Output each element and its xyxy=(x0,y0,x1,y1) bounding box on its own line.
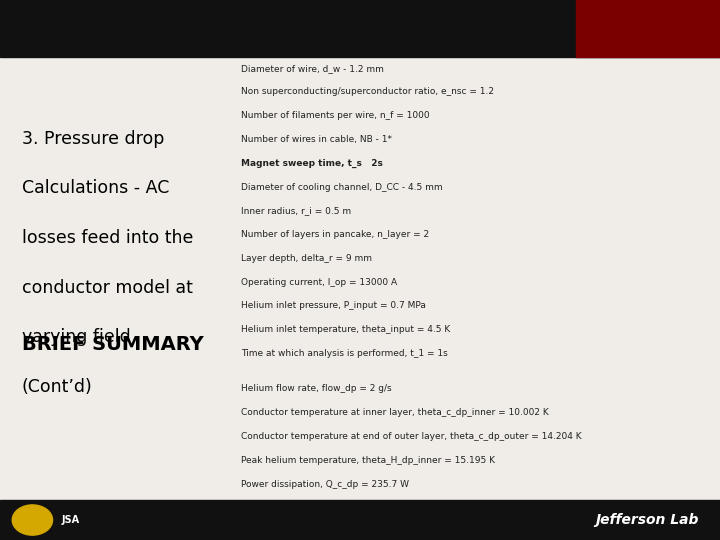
Text: JSA: JSA xyxy=(61,515,79,525)
Text: Conductor temperature at end of outer layer, theta_c_dp_outer = 14.204 K: Conductor temperature at end of outer la… xyxy=(241,432,582,441)
Text: Diameter of cooling channel, D_CC - 4.5 mm: Diameter of cooling channel, D_CC - 4.5 … xyxy=(241,183,443,192)
Text: Coolant pressure drop, P_input - P_out_dp_inner = 0.344 MPa: Coolant pressure drop, P_input - P_out_d… xyxy=(241,503,518,512)
Text: (Cont’d): (Cont’d) xyxy=(22,378,92,396)
Text: Peak helium temperature, theta_H_dp_inner = 15.195 K: Peak helium temperature, theta_H_dp_inne… xyxy=(241,456,495,465)
Text: Conductor temperature at inner layer, theta_c_dp_inner = 10.002 K: Conductor temperature at inner layer, th… xyxy=(241,408,549,417)
Text: Helium flow rate, flow_dp = 2 g/s: Helium flow rate, flow_dp = 2 g/s xyxy=(241,384,392,394)
Text: Calculations - AC: Calculations - AC xyxy=(22,179,169,197)
Text: BRIEF SUMMARY: BRIEF SUMMARY xyxy=(22,335,203,354)
Bar xyxy=(0,500,720,540)
Text: varying field: varying field xyxy=(22,328,130,346)
Text: Time at which analysis is performed, t_1 = 1s: Time at which analysis is performed, t_1… xyxy=(241,349,448,358)
Text: Power dissipation, Q_c_dp = 235.7 W: Power dissipation, Q_c_dp = 235.7 W xyxy=(241,480,409,489)
Text: Non superconducting/superconductor ratio, e_nsc = 1.2: Non superconducting/superconductor ratio… xyxy=(241,87,494,97)
Circle shape xyxy=(12,505,53,535)
Text: conductor model at: conductor model at xyxy=(22,279,192,296)
Text: Jefferson Lab: Jefferson Lab xyxy=(595,513,698,527)
Text: Operating current, I_op = 13000 A: Operating current, I_op = 13000 A xyxy=(241,278,397,287)
Bar xyxy=(576,0,720,57)
Text: 3. Pressure drop: 3. Pressure drop xyxy=(22,130,164,147)
Text: Magnet sweep time, t_s   2s: Magnet sweep time, t_s 2s xyxy=(241,159,383,168)
Text: Number of layers in pancake, n_layer = 2: Number of layers in pancake, n_layer = 2 xyxy=(241,230,429,239)
Bar xyxy=(0,0,720,57)
Text: Helium inlet temperature, theta_input = 4.5 K: Helium inlet temperature, theta_input = … xyxy=(241,325,451,334)
Text: Number of filaments per wire, n_f = 1000: Number of filaments per wire, n_f = 1000 xyxy=(241,111,430,120)
Text: Helium inlet pressure, P_input = 0.7 MPa: Helium inlet pressure, P_input = 0.7 MPa xyxy=(241,301,426,310)
Text: Number of wires in cable, NB - 1*: Number of wires in cable, NB - 1* xyxy=(241,135,392,144)
Text: Layer depth, delta_r = 9 mm: Layer depth, delta_r = 9 mm xyxy=(241,254,372,263)
Text: Diameter of wire, d_w - 1.2 mm: Diameter of wire, d_w - 1.2 mm xyxy=(241,64,384,73)
Text: losses feed into the: losses feed into the xyxy=(22,229,193,247)
Text: Summary: Summary xyxy=(241,35,292,45)
Text: Inner radius, r_i = 0.5 m: Inner radius, r_i = 0.5 m xyxy=(241,206,351,215)
